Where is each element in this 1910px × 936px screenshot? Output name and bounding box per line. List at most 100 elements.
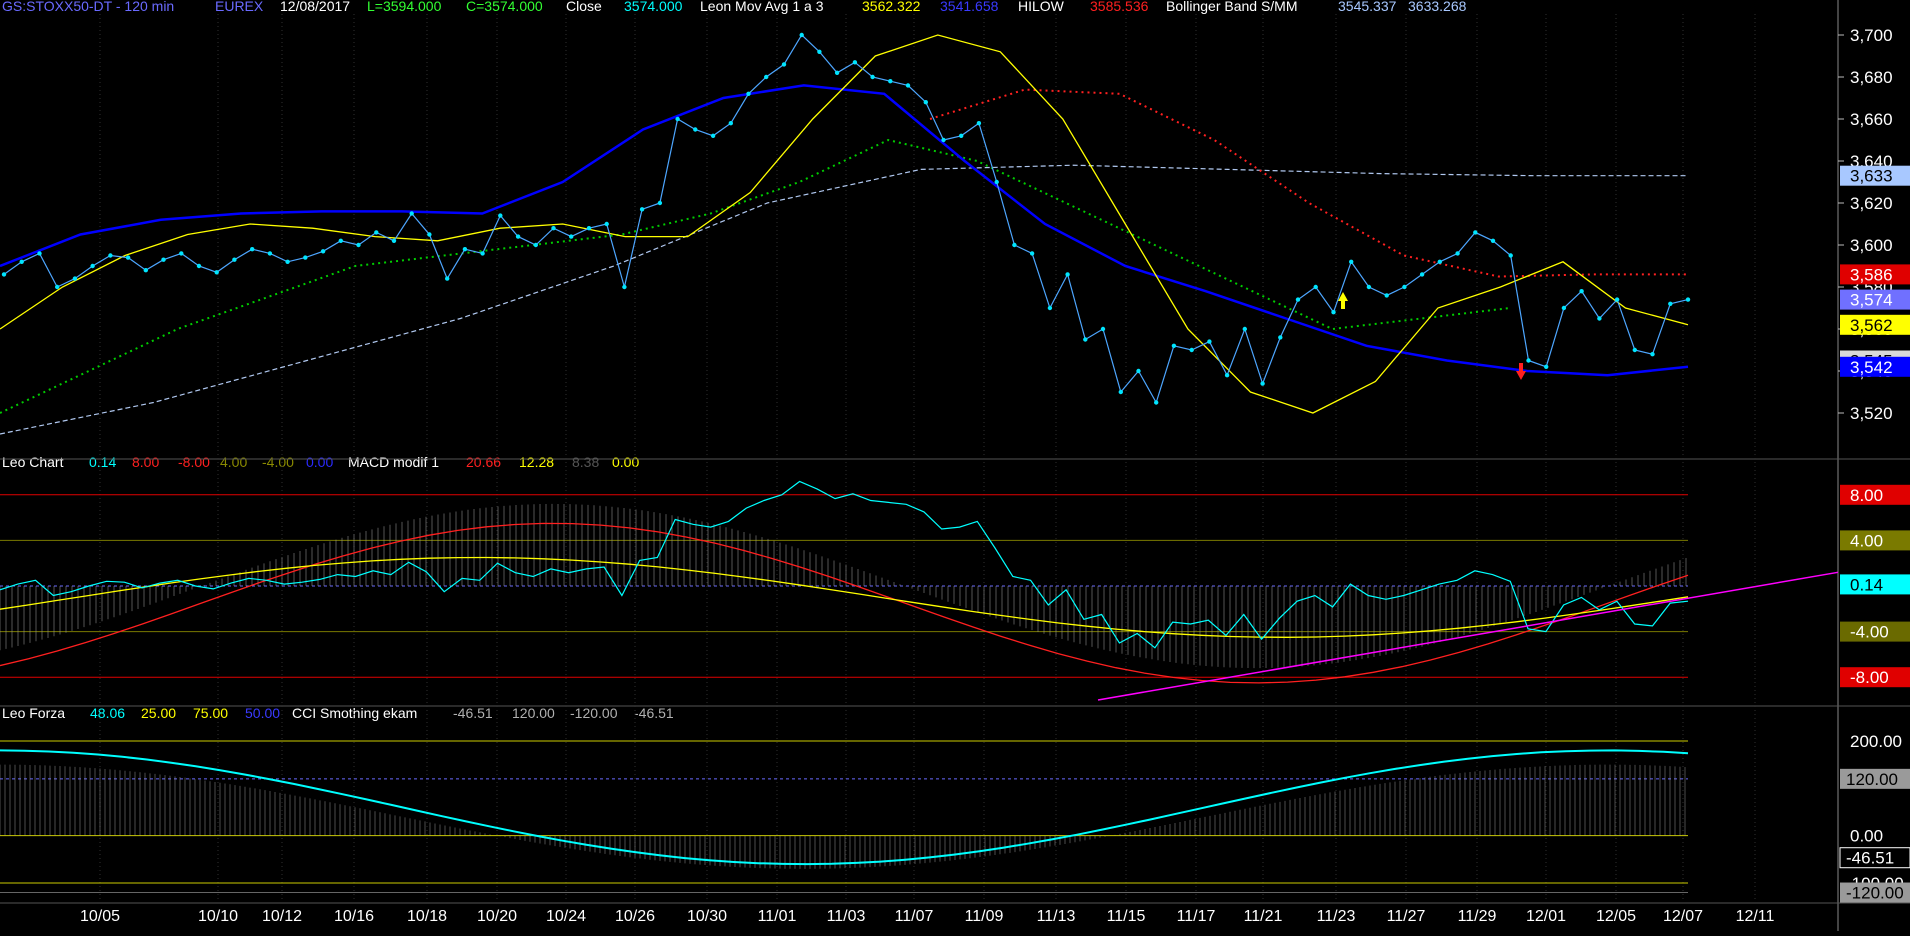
hilow-label: HILOW xyxy=(1018,0,1065,14)
close-price-point xyxy=(923,100,928,105)
close-price-point xyxy=(1242,326,1248,332)
oscillator-value-badge xyxy=(1840,530,1910,551)
close-price-point xyxy=(799,32,804,38)
close-price-point xyxy=(1171,343,1177,348)
close-price-point xyxy=(374,230,379,235)
close-price-point xyxy=(622,284,627,290)
close-price-point xyxy=(214,270,219,275)
macd-hist-value: 8.38 xyxy=(572,454,599,470)
price-tick-label: 3,620 xyxy=(1850,194,1893,213)
x-tick-label: 11/23 xyxy=(1317,908,1356,925)
close-price-point xyxy=(1632,347,1638,353)
cci-line xyxy=(0,749,1689,866)
x-tick-label: 10/12 xyxy=(262,908,302,925)
close-price-point xyxy=(1,272,7,277)
cci-value-badge-label: -46.51 xyxy=(1846,849,1894,868)
leo-chart-line xyxy=(0,480,1689,649)
close-price-point xyxy=(1154,400,1159,405)
price-tick-label: 3,660 xyxy=(1850,110,1893,129)
close-price-point xyxy=(586,226,592,231)
close-price-point xyxy=(569,234,574,239)
close-price-point xyxy=(72,276,78,281)
oscillator-value-badge xyxy=(1840,621,1910,642)
close-price-point xyxy=(888,79,893,84)
bollinger-mid-line xyxy=(0,138,1511,414)
price-value-badge-label: 3,562 xyxy=(1850,316,1893,335)
forza-level-50: 50.00 xyxy=(245,705,280,721)
x-tick-label: 12/01 xyxy=(1526,908,1566,925)
close-price-point xyxy=(1295,297,1301,302)
cci-value-2: -46.51 xyxy=(634,705,674,721)
close-price-point xyxy=(959,133,964,138)
close-price-point xyxy=(1366,284,1372,290)
close-price-point xyxy=(1490,238,1496,243)
close-price-point xyxy=(1384,293,1389,298)
close-price-line xyxy=(3,34,1689,405)
close-price-point xyxy=(1508,253,1513,258)
close-price-point xyxy=(1100,326,1106,332)
x-tick-label: 12/11 xyxy=(1736,908,1775,925)
fast-moving-average-line xyxy=(0,34,1689,414)
close-price-point xyxy=(462,247,468,252)
close-price-point xyxy=(1668,301,1673,306)
close-price-point xyxy=(1047,305,1053,311)
oscillator-value-badge xyxy=(1840,574,1910,595)
price-value-badge-label: 3,633 xyxy=(1850,167,1893,186)
x-tick-label: 10/10 xyxy=(198,908,238,925)
close-price-point xyxy=(356,242,361,248)
price-value-badge xyxy=(1840,314,1910,335)
bollinger-upper-line xyxy=(0,164,1688,435)
sell-arrow-marker xyxy=(1516,363,1526,380)
close-price-point xyxy=(1437,259,1443,264)
close-price-point xyxy=(1207,339,1212,344)
x-tick-label: 12/07 xyxy=(1663,908,1703,925)
oscillator-value-badge xyxy=(1840,484,1910,505)
close-price-point xyxy=(1419,272,1425,277)
slow-moving-average-line xyxy=(0,84,1689,377)
price-tick-label: 3,520 xyxy=(1850,404,1893,423)
x-tick-label: 10/26 xyxy=(615,908,655,925)
price-value-badge xyxy=(1840,264,1910,285)
close-price-point xyxy=(1614,297,1620,302)
close-price-point xyxy=(1685,297,1691,302)
leo-level-neg4: -4.00 xyxy=(262,454,294,470)
close-series-label: Close xyxy=(566,0,602,14)
close-price-point xyxy=(179,251,184,256)
close-price-point xyxy=(19,259,24,264)
low-label: L=3594.000 xyxy=(367,0,442,14)
price-value-badge xyxy=(1840,165,1910,186)
price-tick-label: 3,700 xyxy=(1850,26,1893,45)
oscillator-value-badge-label: 0.14 xyxy=(1850,575,1883,594)
forza-level-25: 25.00 xyxy=(141,705,176,721)
x-tick-label: 11/01 xyxy=(758,908,797,925)
leo-forza-label: Leo Forza xyxy=(2,705,65,721)
forza-level-75: 75.00 xyxy=(193,705,228,721)
x-tick-label: 11/09 xyxy=(965,908,1004,925)
close-price-point xyxy=(1579,289,1584,294)
price-value-badge-label: 3,542 xyxy=(1850,358,1893,377)
x-tick-label: 11/07 xyxy=(895,908,934,925)
price-value-badge-label: 3,574 xyxy=(1850,291,1893,310)
close-price-point xyxy=(976,121,982,126)
mavg-fast-value: 3562.322 xyxy=(862,0,921,14)
close-price-point xyxy=(1065,272,1070,277)
close-price-point xyxy=(834,70,840,76)
close-price-point xyxy=(338,238,343,243)
close-price-point xyxy=(1473,230,1478,235)
close-price-point xyxy=(1189,347,1194,353)
close-price-point xyxy=(391,238,397,243)
cci-tick-label: 200.00 xyxy=(1850,732,1902,751)
macd-value: 20.66 xyxy=(466,454,501,470)
forza-value: 48.06 xyxy=(90,705,125,721)
close-price-point xyxy=(675,116,680,122)
oscillator-value-badge xyxy=(1840,667,1910,688)
x-tick-label: 11/29 xyxy=(1458,908,1497,925)
close-price-point xyxy=(143,268,148,273)
close-price-point xyxy=(1260,381,1265,386)
hilow-value: 3585.536 xyxy=(1090,0,1149,14)
price-value-badge xyxy=(1840,289,1910,310)
close-price-point xyxy=(781,62,787,67)
